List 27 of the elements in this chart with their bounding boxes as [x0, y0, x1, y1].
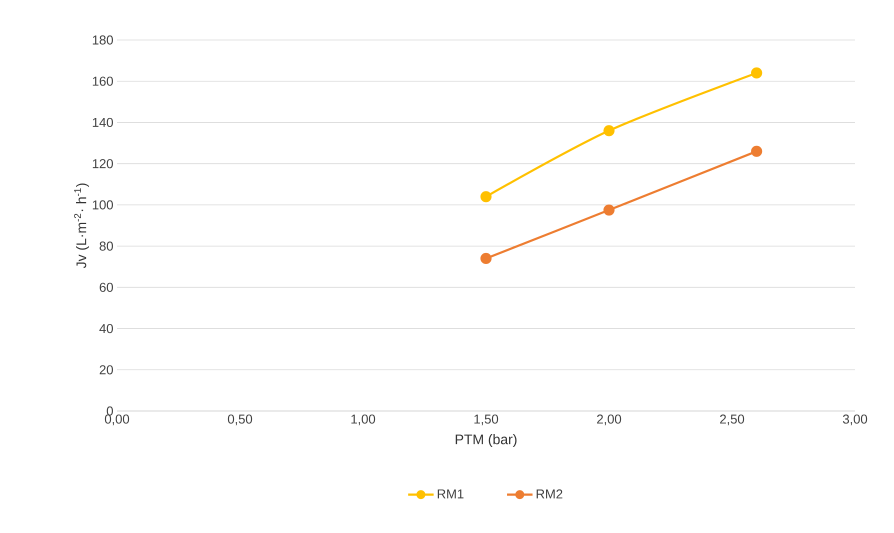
y-tick-label: 140 — [92, 118, 113, 128]
point — [603, 125, 615, 136]
y-tick-label: 100 — [92, 200, 113, 210]
point — [480, 252, 492, 264]
x-tick-label: 1,50 — [474, 414, 498, 426]
y-tick-label: 80 — [100, 242, 113, 251]
point — [480, 191, 492, 202]
x-tick-label: 2,50 — [720, 414, 744, 426]
x-tick-label: 1,00 — [351, 414, 376, 426]
y-tick-label: 0 — [106, 406, 113, 416]
legend-label: RM2 — [536, 489, 562, 498]
x-tick-label: 0,00 — [104, 414, 130, 426]
y-axis-title: Jv (L·m$^{-2}$· h$^{-1}$) — [74, 183, 90, 268]
point — [751, 146, 762, 157]
x-axis-title: PTM (bar) — [456, 434, 517, 448]
y-tick-label: 40 — [99, 324, 113, 334]
x-tick-label: 2,00 — [597, 414, 622, 426]
y-tick-label: 160 — [92, 76, 113, 86]
y-tick-label: 120 — [92, 159, 113, 168]
x-tick-label: 3,00 — [842, 414, 868, 426]
legend-label: RM1 — [438, 489, 464, 498]
point — [603, 204, 615, 216]
x-tick-label: 0,50 — [228, 414, 252, 426]
point — [751, 67, 762, 79]
y-tick-label: 20 — [100, 365, 113, 374]
y-tick-label: 60 — [100, 282, 113, 292]
y-tick-label: 180 — [92, 35, 113, 45]
